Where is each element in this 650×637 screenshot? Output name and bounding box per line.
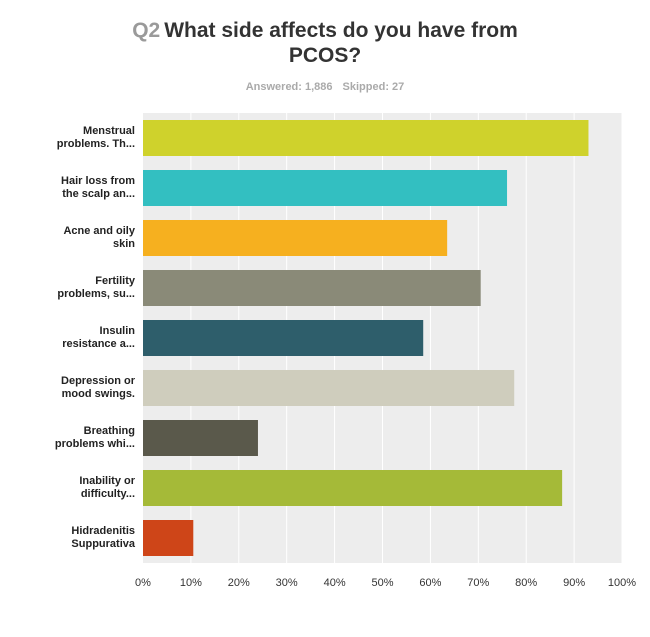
x-tick-label: 80% [515, 577, 537, 589]
category-label-line: Depression or [61, 375, 135, 387]
bar [143, 220, 448, 256]
bar [143, 520, 194, 556]
category-label-line: resistance a... [62, 338, 135, 350]
category-label-line: skin [112, 238, 135, 250]
x-tick-label: 70% [467, 577, 489, 589]
response-stats: Answered: 1,886 Skipped: 27 [0, 81, 650, 93]
category-label: Hair loss from the scalp an... [20, 175, 135, 201]
category-label: Hidradenitis Suppurativa [20, 525, 135, 551]
x-tick-label: 90% [563, 577, 585, 589]
category-label-line: difficulty... [80, 488, 135, 500]
question-text-line1: What side affects do you have from [164, 19, 518, 42]
bar [143, 470, 563, 506]
x-tick-label: 40% [324, 577, 346, 589]
category-label: Depression or mood swings. [20, 375, 135, 401]
bar [143, 370, 515, 406]
category-label-line: Hidradenitis [71, 525, 135, 537]
category-label-line: Inability or [79, 475, 135, 487]
category-label: Menstrual problems. Th... [20, 125, 135, 151]
category-label-line: Suppurativa [71, 538, 135, 550]
category-label-line: the scalp an... [62, 188, 135, 200]
category-label-line: problems whi... [54, 438, 135, 450]
category-label-line: Fertility [95, 275, 135, 287]
category-label-line: Menstrual [83, 125, 135, 137]
x-tick-label: 0% [135, 577, 151, 589]
bar [143, 120, 589, 156]
category-label-line: Hair loss from [61, 175, 135, 187]
question-title: Q2 What side affects do you have from PCO… [0, 18, 650, 68]
x-tick-label: 30% [276, 577, 298, 589]
category-label-line: Acne and oily [63, 225, 135, 237]
x-tick-label: 50% [371, 577, 393, 589]
category-label: Acne and oily skin [20, 225, 135, 251]
category-label: Fertility problems, su... [20, 275, 135, 301]
answered-count: Answered: 1,886 [245, 81, 333, 93]
category-label: Inability or difficulty... [20, 475, 135, 501]
category-label: Breathing problems whi... [20, 425, 135, 451]
category-label-line: Breathing [83, 425, 135, 437]
question-text-line2: PCOS? [288, 44, 362, 67]
x-tick-label: 10% [180, 577, 202, 589]
x-tick-label: 100% [608, 577, 636, 589]
category-label-line: Insulin [99, 325, 135, 337]
skipped-count: Skipped: 27 [342, 81, 405, 93]
category-label-line: problems, su... [57, 288, 135, 300]
category-label: Insulin resistance a... [20, 325, 135, 351]
bar [143, 420, 258, 456]
bar [143, 170, 508, 206]
bar [143, 270, 481, 306]
x-tick-label: 20% [228, 577, 250, 589]
category-label-line: mood swings. [61, 388, 135, 400]
x-tick-label: 60% [419, 577, 441, 589]
bar [143, 320, 424, 356]
question-number: Q2 [132, 19, 161, 42]
category-label-line: problems. Th... [56, 138, 135, 150]
